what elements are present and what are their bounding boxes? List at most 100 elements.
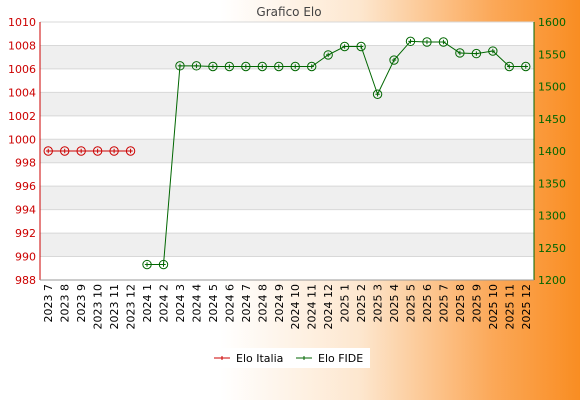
grid-band <box>40 68 534 93</box>
grid-band <box>40 233 534 257</box>
x-tick-label: 2025 1 <box>339 284 352 323</box>
data-point <box>405 36 416 47</box>
x-tick-label: 2024 4 <box>190 284 203 323</box>
left-tick-label: 1000 <box>8 133 36 146</box>
right-tick-label: 1500 <box>538 81 566 94</box>
left-tick-label: 1004 <box>8 86 36 99</box>
data-point <box>471 48 482 59</box>
x-tick-label: 2025 11 <box>503 284 516 330</box>
legend: Elo Italia Elo FIDE <box>210 348 370 368</box>
legend-label: Elo Italia <box>236 352 283 365</box>
data-point <box>208 61 218 72</box>
data-point <box>356 41 366 52</box>
grid-band <box>40 209 534 234</box>
x-tick-label: 2024 7 <box>240 284 253 323</box>
x-tick-label: 2024 2 <box>158 284 171 323</box>
data-point <box>92 146 103 156</box>
left-tick-label: 998 <box>15 157 36 170</box>
grid-band <box>40 139 534 163</box>
chart-title: Grafico Elo <box>256 5 321 19</box>
x-tick-label: 2025 9 <box>470 284 483 323</box>
x-tick-label: 2024 6 <box>223 284 236 323</box>
data-point <box>158 259 169 270</box>
grid-lines <box>40 21 534 281</box>
data-point <box>290 61 300 72</box>
legend-label: Elo FIDE <box>318 352 363 365</box>
x-tick-label: 2025 12 <box>520 284 533 330</box>
left-tick-label: 1002 <box>8 110 36 123</box>
data-point <box>257 61 267 72</box>
x-tick-label: 2024 9 <box>273 284 286 323</box>
grid-band <box>40 115 534 140</box>
grid-band <box>40 186 534 210</box>
right-tick-label: 1200 <box>538 274 566 287</box>
right-tick-label: 1350 <box>538 177 566 190</box>
x-tick-label: 2024 12 <box>322 284 335 330</box>
x-tick-label: 2024 1 <box>141 284 154 323</box>
data-point <box>125 146 136 156</box>
data-point <box>43 146 53 156</box>
x-tick-label: 2024 11 <box>306 284 319 330</box>
data-point <box>455 48 465 58</box>
x-tick-label: 2025 2 <box>355 284 368 323</box>
data-point <box>274 61 284 72</box>
data-point <box>323 50 333 60</box>
data-point <box>142 259 152 270</box>
x-tick-label: 2025 6 <box>421 284 434 323</box>
x-tick-label: 2025 7 <box>437 284 450 323</box>
legend-box <box>210 348 370 368</box>
right-tick-label: 1600 <box>538 16 566 29</box>
right-tick-label: 1300 <box>538 210 566 223</box>
data-point <box>521 61 531 72</box>
x-tick-label: 2025 3 <box>372 284 385 323</box>
data-point <box>191 61 202 71</box>
x-tick-label: 2024 10 <box>289 284 302 330</box>
data-point <box>59 146 70 156</box>
data-point <box>175 61 185 71</box>
data-point <box>224 61 235 72</box>
right-tick-label: 1400 <box>538 145 566 158</box>
data-point <box>241 61 251 72</box>
left-tick-label: 988 <box>15 274 36 287</box>
series-line <box>147 40 526 266</box>
x-tick-label: 2023 11 <box>108 284 121 330</box>
axes <box>39 22 535 281</box>
data-point <box>422 37 432 47</box>
data-point <box>438 37 449 47</box>
x-tick-label: 2025 4 <box>388 284 401 323</box>
x-tick-label: 2023 9 <box>75 284 88 323</box>
left-tick-label: 994 <box>15 204 36 217</box>
left-axis-ticks: 988 990 992 994 996 998 1000 1002 1004 1006 1008 10… <box>8 16 36 287</box>
grid-band <box>40 162 534 187</box>
plot-background-bands <box>40 22 534 280</box>
x-tick-label: 2023 8 <box>59 284 72 323</box>
data-point <box>307 61 317 72</box>
data-point <box>76 146 86 156</box>
grid-band <box>40 92 534 116</box>
x-tick-label: 2025 8 <box>454 284 467 323</box>
right-axis-ticks: 1200 1250 1300 1350 1400 1450 1500 1550 1600 <box>538 16 566 287</box>
right-tick-label: 1250 <box>538 242 566 255</box>
x-axis-ticks: 2023 7 2023 8 2023 9 2023 10 2023 11 2023 12 2… <box>42 284 533 330</box>
x-tick-label: 2024 3 <box>174 284 187 323</box>
x-tick-label: 2025 10 <box>487 284 500 330</box>
right-tick-label: 1550 <box>538 48 566 61</box>
data-point <box>488 46 498 56</box>
x-tick-label: 2023 12 <box>125 284 138 330</box>
x-tick-label: 2023 7 <box>42 284 55 323</box>
x-tick-label: 2023 10 <box>92 284 105 330</box>
data-point <box>389 55 399 65</box>
data-point <box>504 61 514 72</box>
grid-band <box>40 45 534 69</box>
series-layer <box>43 36 531 270</box>
x-tick-label: 2025 5 <box>405 284 418 323</box>
grid-band <box>40 22 534 46</box>
left-tick-label: 990 <box>15 251 36 264</box>
left-tick-label: 996 <box>15 180 36 193</box>
left-tick-label: 1008 <box>8 39 36 52</box>
left-tick-label: 992 <box>15 227 36 240</box>
data-point <box>339 41 350 52</box>
x-tick-label: 2024 8 <box>256 284 269 323</box>
